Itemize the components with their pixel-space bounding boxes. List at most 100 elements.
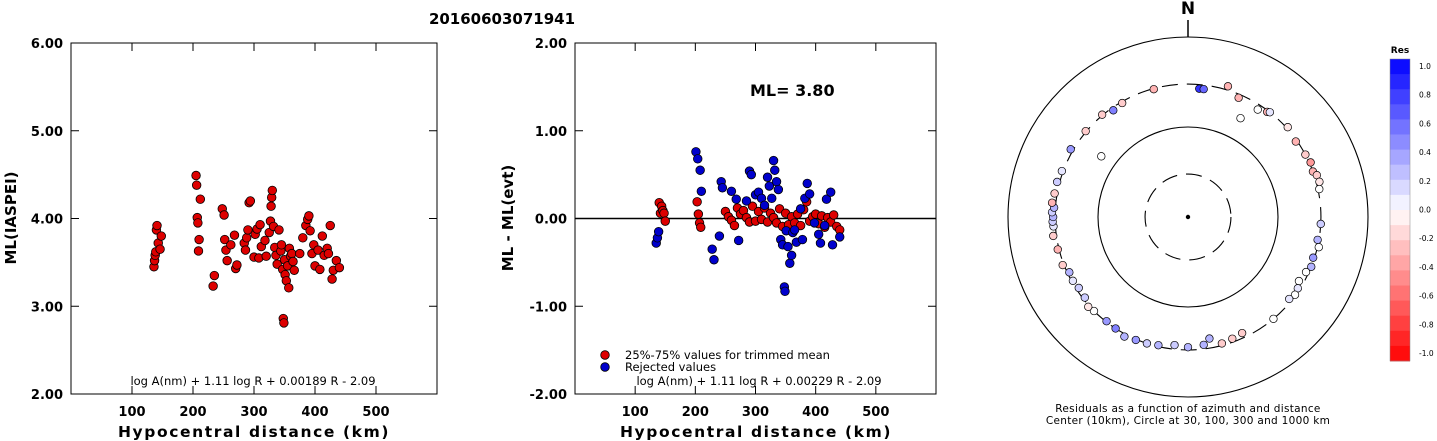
data-point [194, 234, 204, 245]
data-point-accepted [747, 201, 758, 211]
data-point-rejected [653, 226, 664, 237]
ml-annotation: ML= 3.80 [750, 81, 835, 100]
y-tick-label: 6.00 [31, 37, 63, 52]
data-point-rejected [804, 189, 815, 199]
station-marker [1049, 231, 1058, 241]
colorbar-cell [1390, 315, 1410, 332]
y-tick-label: 3.00 [31, 300, 63, 315]
station-marker [1199, 84, 1208, 94]
data-point [241, 233, 252, 243]
data-point [317, 231, 328, 241]
y-tick-label: 2.00 [535, 37, 567, 52]
data-point-rejected [726, 186, 737, 196]
y-tick-label: 5.00 [31, 125, 63, 140]
y-tick-label: 1.00 [535, 125, 567, 140]
data-point [155, 244, 165, 254]
colorbar-cell [1390, 59, 1410, 75]
data-point [274, 225, 284, 235]
data-point-rejected [819, 220, 830, 231]
station-marker [1074, 283, 1083, 293]
x-tick-label: 300 [742, 405, 769, 420]
plot-frame-1 [70, 42, 438, 395]
station-marker [1131, 335, 1140, 345]
station-marker [1080, 293, 1089, 302]
colorbar-cell [1390, 285, 1410, 301]
data-point [191, 170, 201, 181]
data-point [193, 246, 204, 256]
data-point [276, 240, 287, 250]
colorbar-tick-label: 0.2 [1419, 177, 1431, 186]
station-residual-markers [1047, 82, 1325, 352]
data-point-rejected [826, 187, 836, 197]
data-point [289, 265, 299, 275]
data-point [334, 262, 345, 273]
data-point-rejected [835, 232, 845, 242]
station-marker [1205, 334, 1214, 343]
data-point-rejected [707, 244, 717, 254]
station-marker [1234, 93, 1243, 102]
y-tick-label: 2.00 [31, 388, 63, 403]
station-marker [1058, 260, 1067, 270]
colorbar-frame [1389, 58, 1411, 362]
data-point [245, 196, 256, 206]
station-marker [1315, 184, 1324, 194]
y-tick-label: 4.00 [31, 213, 63, 228]
data-point-rejected [695, 165, 705, 175]
station-marker [1084, 302, 1093, 311]
data-point-rejected [785, 258, 795, 268]
x-tick-label: 500 [862, 405, 889, 420]
station-marker [1309, 253, 1318, 262]
data-point [219, 210, 229, 220]
y-tick-label: 0.00 [535, 213, 567, 228]
data-point-rejected [771, 176, 782, 187]
station-marker [1142, 339, 1152, 348]
caption-line-2: Center (10km), Circle at 30, 100, 300 an… [1046, 415, 1330, 427]
x-tick-label: 200 [682, 405, 709, 420]
colorbar-cell [1390, 104, 1410, 120]
colorbar-tick-label: -1.0 [1419, 349, 1434, 358]
distance-ring-1000km [1007, 36, 1369, 398]
panel-residual-vs-distance: 100 200 300 400 500 -2.00 -1.00 0.00 1.00 2.00 ML… [499, 37, 937, 441]
data-point-accepted [659, 208, 669, 218]
colorbar-cell [1390, 225, 1410, 241]
station-marker [1109, 106, 1118, 115]
data-point-accepted [693, 209, 704, 219]
panel-ml-vs-distance: 100 200 300 400 500 2.00 3.00 4.00 5.00 6.00 log … [2, 37, 438, 441]
x-tick-label: 300 [240, 405, 267, 420]
data-point [222, 255, 232, 266]
colorbar-cell [1390, 134, 1410, 150]
station-marker [1089, 306, 1099, 316]
y-tick-label: -1.00 [530, 300, 567, 315]
data-point [261, 251, 271, 261]
data-point-rejected [696, 186, 707, 196]
x-tick-label: 100 [118, 405, 145, 420]
data-point-rejected [717, 183, 728, 193]
data-point-rejected [773, 184, 784, 195]
data-point-rejected [821, 194, 832, 204]
data-point [267, 185, 278, 196]
distance-ring-30km [1144, 173, 1232, 261]
x-tick-label: 200 [179, 405, 206, 420]
station-marker [1097, 152, 1106, 161]
station-marker [1149, 85, 1158, 94]
data-point-rejected [746, 169, 756, 180]
data-point-rejected [714, 231, 725, 241]
colorbar-tick-label: 0.4 [1419, 148, 1431, 157]
data-point [156, 231, 166, 241]
x-tick-label: 100 [622, 405, 649, 420]
legend-marker-accepted [600, 350, 610, 360]
data-point-rejected [709, 255, 719, 265]
station-marker [1111, 324, 1120, 333]
station-marker [1199, 340, 1208, 350]
station-marker [1065, 268, 1074, 277]
data-point [209, 270, 220, 281]
data-point-rejected [767, 193, 777, 204]
colorbar-cell [1390, 255, 1410, 271]
residual-colorbar: Res 1.0 0.8 0.6 0.4 0.2 0.0 -0.2 -0.4 -0.6 -0.8 -1… [1389, 46, 1434, 362]
data-point-rejected [731, 194, 741, 204]
station-marker [1047, 198, 1057, 207]
data-point-rejected [827, 240, 838, 250]
data-point [255, 219, 265, 230]
station-marker [1306, 158, 1315, 167]
station-marker [1053, 177, 1062, 187]
